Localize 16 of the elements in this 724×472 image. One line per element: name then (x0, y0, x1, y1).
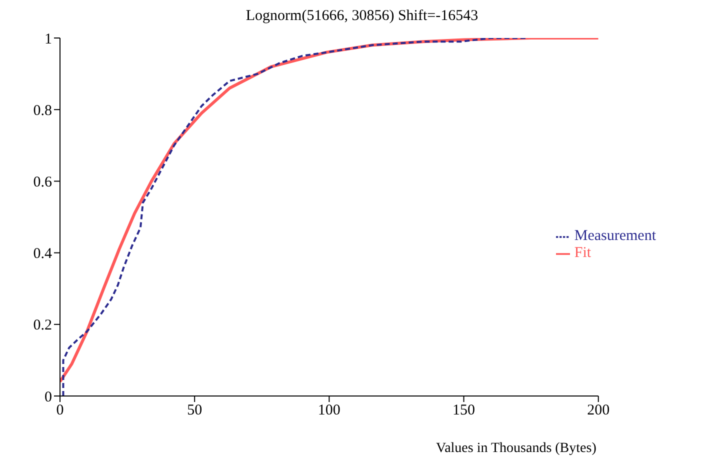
legend-label: Measurement (574, 228, 656, 244)
y-tick-label: 0.8 (33, 102, 52, 119)
chart-title: Lognorm(51666, 30856) Shift=-16543 (244, 8, 480, 26)
x-axis-title: Values in Thousands (Bytes) (436, 441, 597, 456)
y-tick-label: 0 (44, 389, 52, 406)
y-tick-label: 0.6 (33, 174, 52, 191)
x-tick-label: 150 (452, 402, 476, 419)
x-tick-label: 50 (187, 402, 202, 419)
x-tick-label: 200 (587, 402, 610, 419)
y-tick-label: 1 (44, 31, 52, 48)
x-tick-label: 0 (56, 402, 64, 419)
line-series (62, 38, 527, 396)
legend-label: Fit (574, 245, 592, 261)
x-tick-label: 100 (318, 402, 340, 419)
y-tick-label: 0.4 (33, 246, 52, 262)
y-tick-label: 0.2 (33, 318, 52, 334)
